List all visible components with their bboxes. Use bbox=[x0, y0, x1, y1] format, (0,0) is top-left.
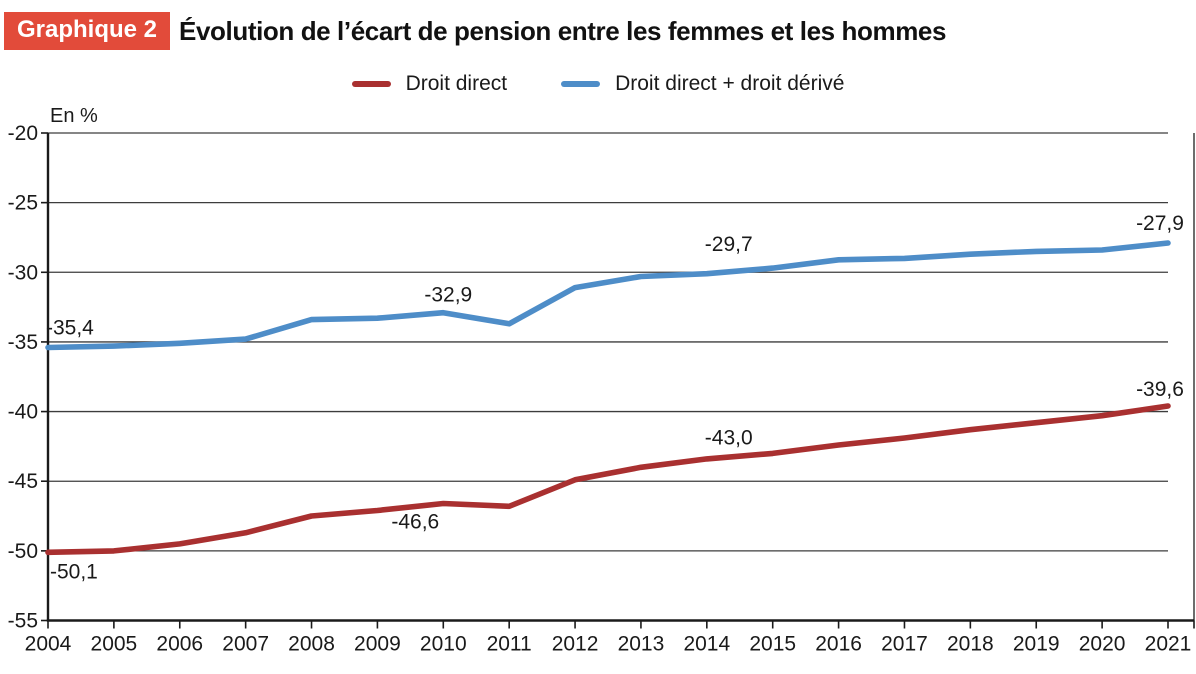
x-tick-label: 2009 bbox=[354, 633, 401, 656]
data-point-label: -29,7 bbox=[705, 233, 753, 256]
x-tick-label: 2020 bbox=[1079, 633, 1126, 656]
legend-label-droit-direct-derive: Droit direct + droit dérivé bbox=[615, 72, 845, 95]
x-tick-label: 2012 bbox=[552, 633, 599, 656]
x-tick-label: 2004 bbox=[25, 633, 72, 656]
legend-label-droit-direct: Droit direct bbox=[405, 72, 508, 95]
x-tick-label: 2018 bbox=[947, 633, 994, 656]
x-tick-label: 2019 bbox=[1013, 633, 1060, 656]
y-tick-label: -40 bbox=[8, 401, 38, 424]
y-tick-label: -50 bbox=[8, 540, 38, 563]
figure-title: Évolution de l’écart de pension entre le… bbox=[179, 15, 947, 46]
data-point-label: -27,9 bbox=[1136, 212, 1184, 235]
legend-line-swatch-red bbox=[351, 81, 391, 87]
x-tick-label: 2013 bbox=[618, 633, 665, 656]
legend-item-droit-direct: Droit direct bbox=[351, 72, 508, 96]
x-tick-label: 2006 bbox=[156, 633, 203, 656]
data-point-label: -46,6 bbox=[391, 511, 439, 534]
y-tick-label: -30 bbox=[8, 261, 38, 284]
legend-line-swatch-blue bbox=[561, 81, 601, 87]
x-tick-label: 2010 bbox=[420, 633, 467, 656]
x-tick-label: 2008 bbox=[288, 633, 335, 656]
data-point-label: -43,0 bbox=[705, 426, 753, 449]
series-line-1 bbox=[45, 240, 1171, 351]
x-tick-label: 2015 bbox=[749, 633, 796, 656]
x-tick-label: 2011 bbox=[487, 633, 532, 656]
chart-legend: Droit direct Droit direct + droit dérivé bbox=[0, 72, 1196, 96]
figure-header: Graphique 2 Évolution de l’écart de pens… bbox=[4, 12, 946, 50]
data-point-label: -32,9 bbox=[424, 284, 472, 307]
x-tick-label: 2021 bbox=[1145, 633, 1192, 656]
x-tick-label: 2014 bbox=[683, 633, 730, 656]
data-point-label: -39,6 bbox=[1136, 378, 1184, 401]
data-point-label: -35,4 bbox=[46, 317, 94, 340]
y-tick-label: -35 bbox=[8, 331, 38, 354]
y-tick-label: -25 bbox=[8, 192, 38, 215]
y-tick-label: -45 bbox=[8, 470, 38, 493]
series-line-0 bbox=[45, 403, 1171, 556]
y-axis-unit-label: En % bbox=[50, 105, 98, 127]
data-point-label: -50,1 bbox=[50, 560, 98, 583]
x-tick-label: 2007 bbox=[222, 633, 269, 656]
x-tick-label: 2005 bbox=[91, 633, 138, 656]
legend-item-droit-direct-derive: Droit direct + droit dérivé bbox=[561, 72, 844, 96]
y-tick-label: -55 bbox=[8, 610, 38, 633]
x-tick-label: 2017 bbox=[881, 633, 928, 656]
figure-number-badge: Graphique 2 bbox=[4, 12, 171, 50]
x-tick-label: 2016 bbox=[815, 633, 862, 656]
y-tick-label: -20 bbox=[8, 122, 38, 145]
